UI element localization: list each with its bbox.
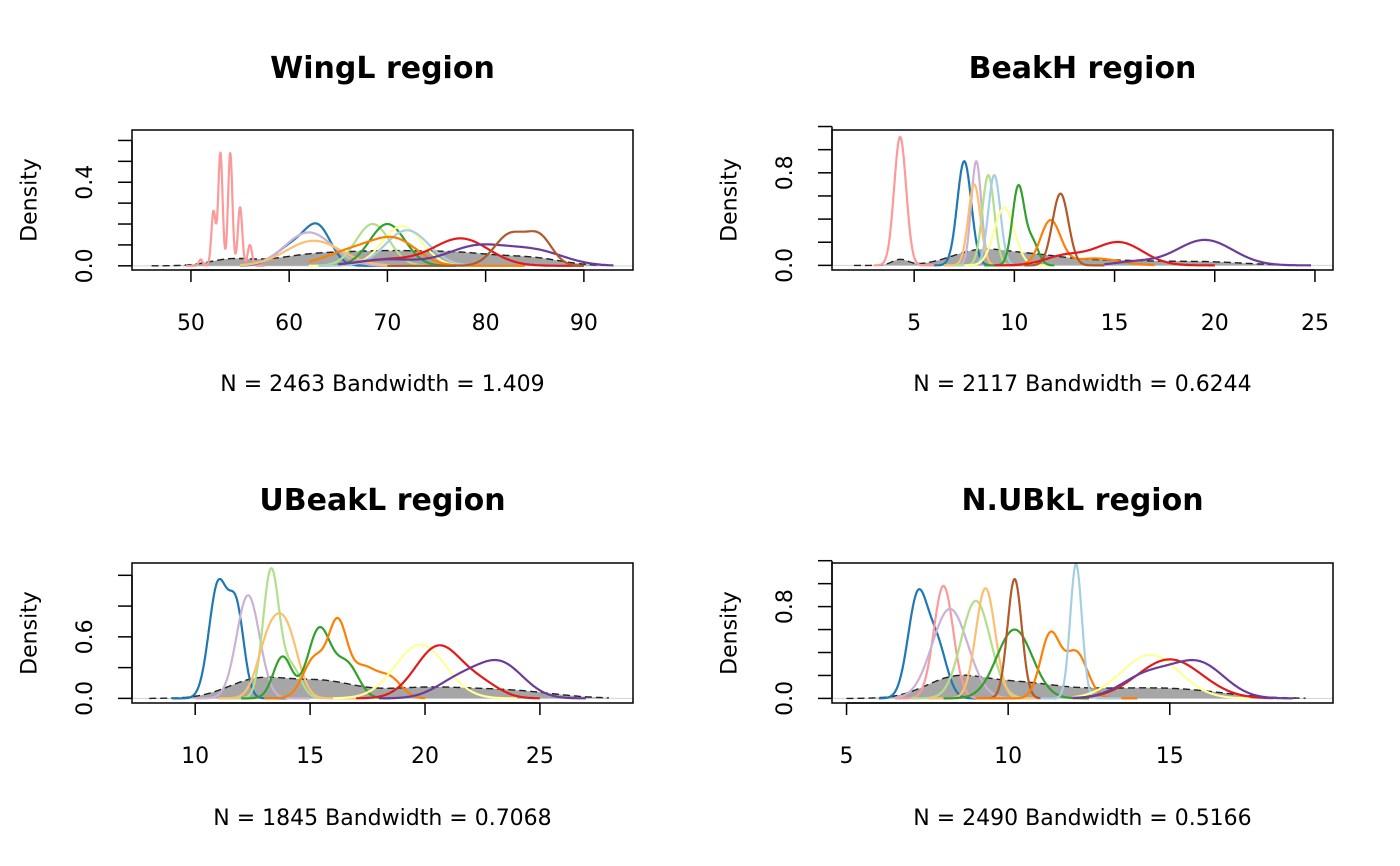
x-axis-label: N = 2463 Bandwidth = 1.409: [220, 372, 544, 397]
x-axis: 50 60 70 80 90: [177, 269, 598, 336]
y-tick-label: 0.4: [73, 165, 98, 200]
x-tick-label: 60: [275, 311, 303, 336]
density-line-9: [378, 658, 587, 700]
y-axis: 0.0 0.8: [773, 125, 833, 283]
y-axis: 0.0 0.6: [73, 574, 133, 716]
density-line-11: [993, 240, 1216, 267]
plot-area: [132, 151, 633, 267]
density-line-7: [963, 206, 1056, 267]
density-line-6: [263, 616, 426, 700]
panel-title: UBeakL region: [259, 483, 505, 518]
x-axis: 5 10 15 20 25: [907, 269, 1329, 336]
x-tick-label: 10: [994, 744, 1022, 769]
density-line-12: [1072, 659, 1293, 700]
x-tick-label: 10: [181, 744, 209, 769]
density-line-5: [240, 626, 392, 700]
density-line-12: [386, 230, 585, 267]
y-axis-label: Density: [18, 158, 43, 242]
y-axis-label: Density: [18, 591, 43, 675]
x-tick-label: 15: [296, 744, 324, 769]
density-line-8: [355, 644, 541, 700]
x-tick-label: 15: [1156, 744, 1184, 769]
density-line-1: [185, 151, 266, 267]
panel-title: WingL region: [270, 51, 495, 86]
density-line-10: [1072, 653, 1252, 700]
x-tick-label: 20: [411, 744, 439, 769]
y-axis-label: Density: [718, 591, 743, 675]
panel-wingl: WingL region Density N = 2463 Bandwidth = …: [18, 51, 634, 397]
panel-nubkl: N.UBkL region Density N = 2490 Bandwidth =…: [718, 483, 1334, 831]
x-tick-label: 15: [1101, 311, 1129, 336]
y-tick-label: 0.8: [773, 155, 798, 190]
x-axis: 5 10 15: [840, 702, 1184, 769]
x-axis-label: N = 2117 Bandwidth = 0.6244: [913, 372, 1251, 397]
density-line-2: [194, 594, 311, 700]
density-line-11: [338, 243, 614, 267]
y-axis: 0.0 0.4: [73, 139, 133, 283]
density-line-9: [1039, 563, 1123, 700]
pooled-density-area: [151, 250, 604, 266]
panel-title: BeakH region: [969, 51, 1197, 86]
y-tick-label: 0.6: [73, 619, 98, 654]
x-tick-label: 90: [570, 311, 598, 336]
plot-area: [132, 567, 633, 700]
x-tick-label: 5: [907, 311, 921, 336]
x-tick-label: 25: [1301, 311, 1329, 336]
panel-title: N.UBkL region: [961, 483, 1203, 518]
x-tick-label: 50: [177, 311, 205, 336]
density-line-9: [308, 235, 526, 267]
x-tick-label: 80: [472, 311, 500, 336]
x-tick-label: 5: [840, 744, 854, 769]
density-line-10: [1023, 192, 1106, 267]
x-tick-label: 70: [373, 311, 401, 336]
density-line-12: [1104, 238, 1312, 267]
y-tick-label: 0.0: [73, 248, 98, 283]
x-axis: 10 15 20 25: [181, 702, 554, 769]
panel-beakh: BeakH region Density N = 2117 Bandwidth = …: [718, 51, 1334, 397]
y-tick-label: 0.8: [773, 589, 798, 624]
pooled-density-line: [151, 249, 604, 267]
density-line-4: [217, 612, 357, 700]
y-tick-label: 0.0: [73, 681, 98, 716]
x-axis-label: N = 1845 Bandwidth = 0.7068: [213, 806, 551, 831]
x-tick-label: 20: [1201, 311, 1229, 336]
plot-area: [832, 563, 1333, 700]
pooled-density-line: [149, 676, 609, 700]
density-line-7: [332, 643, 518, 700]
panel-ubeakl: UBeakL region Density N = 1845 Bandwidth =…: [18, 483, 634, 831]
density-line-6: [942, 628, 1090, 700]
plot-area: [832, 135, 1333, 267]
y-tick-label: 0.0: [773, 681, 798, 716]
plot-frame: [131, 129, 634, 271]
x-axis-label: N = 2490 Bandwidth = 0.5166: [913, 806, 1251, 831]
pooled-density-line: [854, 248, 1305, 267]
y-tick-label: 0.0: [773, 248, 798, 283]
y-axis-label: Density: [718, 158, 743, 242]
density-line-8: [318, 229, 477, 267]
density-line-9: [1003, 219, 1156, 267]
y-axis: 0.0 0.8: [773, 559, 833, 716]
x-tick-label: 25: [526, 744, 554, 769]
density-line-1: [873, 135, 936, 267]
x-tick-label: 10: [1000, 311, 1028, 336]
